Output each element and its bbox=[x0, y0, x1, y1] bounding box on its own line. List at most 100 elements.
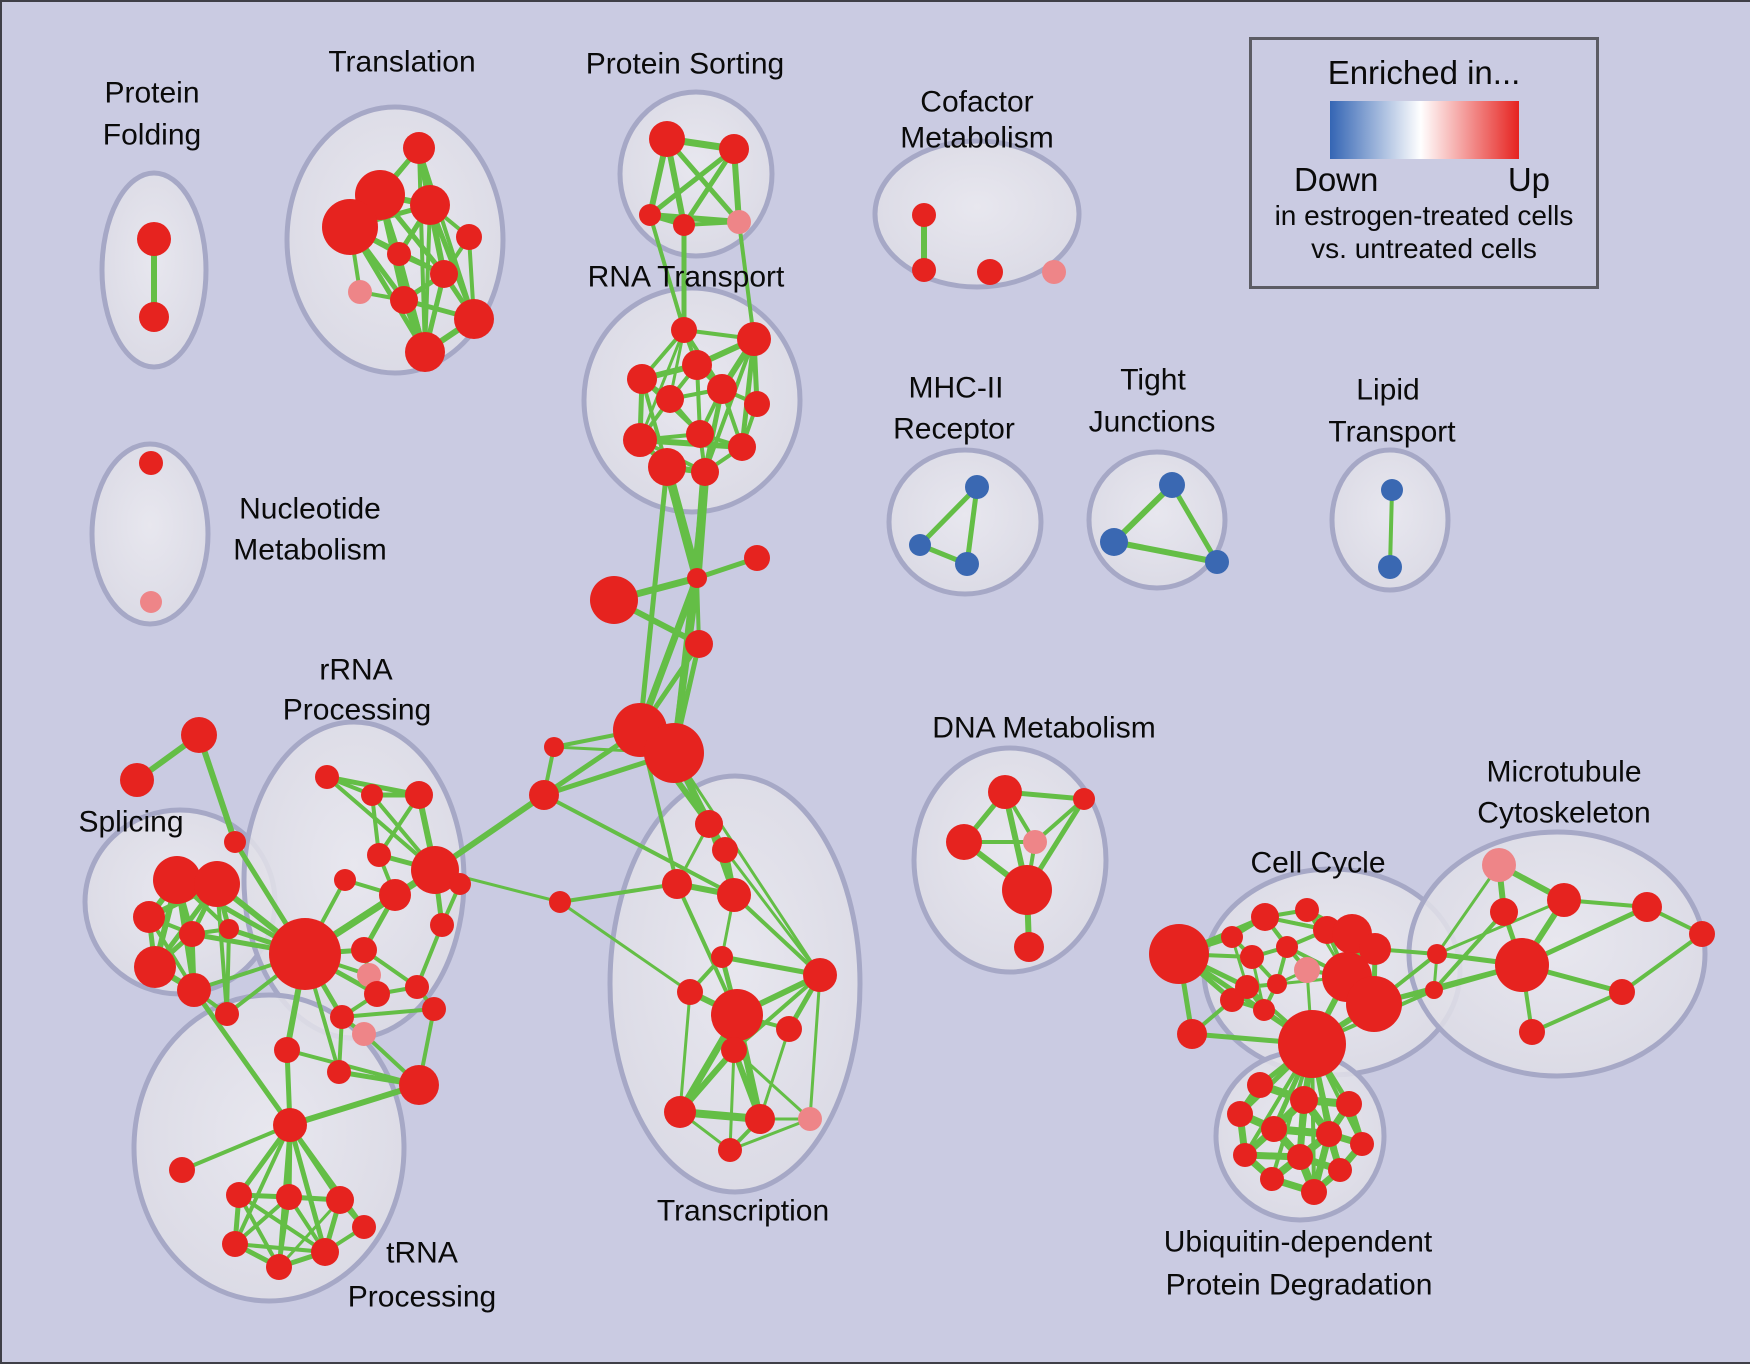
node-red bbox=[549, 891, 571, 913]
node-red bbox=[137, 222, 171, 256]
node-red bbox=[1002, 865, 1052, 915]
node-red bbox=[177, 973, 211, 1007]
edge bbox=[287, 1122, 328, 1255]
node-red bbox=[721, 1037, 747, 1063]
node-red bbox=[1425, 981, 1443, 999]
edge bbox=[558, 900, 692, 994]
node-red bbox=[1290, 1086, 1318, 1114]
edge bbox=[647, 146, 737, 218]
node-red bbox=[274, 1037, 300, 1063]
node-red bbox=[266, 1254, 292, 1280]
cluster-label: Cofactor bbox=[920, 86, 1033, 119]
cluster-label: Protein bbox=[104, 77, 199, 110]
node-red bbox=[311, 1238, 339, 1266]
node-red bbox=[977, 259, 1003, 285]
node-red bbox=[1260, 1167, 1284, 1191]
node-red bbox=[390, 286, 418, 314]
node-pink bbox=[727, 210, 751, 234]
node-red bbox=[410, 185, 450, 225]
node-red bbox=[1073, 788, 1095, 810]
node-blue bbox=[955, 552, 979, 576]
node-red bbox=[717, 878, 751, 912]
cluster-label: Microtubule bbox=[1486, 756, 1641, 789]
node-red bbox=[686, 420, 714, 448]
node-red bbox=[224, 831, 246, 853]
edge bbox=[191, 987, 293, 1128]
node-red bbox=[1316, 1121, 1342, 1147]
node-red bbox=[226, 1182, 252, 1208]
edge bbox=[237, 1193, 327, 1254]
cluster-label: Cytoskeleton bbox=[1477, 797, 1650, 830]
node-blue bbox=[909, 534, 931, 556]
edge bbox=[672, 751, 822, 977]
cluster-label: DNA Metabolism bbox=[932, 712, 1155, 745]
node-red bbox=[776, 1016, 802, 1042]
node-red bbox=[1490, 898, 1518, 926]
node-red bbox=[695, 810, 723, 838]
legend-downup-row: Down Up bbox=[1252, 159, 1596, 199]
node-red bbox=[1233, 1143, 1257, 1167]
node-red bbox=[222, 1231, 248, 1257]
node-red bbox=[1220, 988, 1244, 1012]
node-red bbox=[1328, 1158, 1352, 1182]
node-red bbox=[912, 203, 936, 227]
edge bbox=[233, 1123, 292, 1246]
node-red bbox=[1149, 924, 1209, 984]
node-blue bbox=[965, 475, 989, 499]
node-red bbox=[529, 780, 559, 810]
node-red bbox=[946, 824, 982, 860]
cluster-label: Processing bbox=[283, 694, 431, 727]
edge bbox=[1432, 910, 1506, 992]
node-red bbox=[405, 781, 433, 809]
node-red bbox=[648, 448, 686, 486]
edge bbox=[1435, 898, 1566, 956]
node-red bbox=[326, 1186, 354, 1214]
node-red bbox=[322, 199, 378, 255]
cluster-label: RNA Transport bbox=[588, 261, 785, 294]
cluster-label: Receptor bbox=[893, 413, 1015, 446]
node-red bbox=[664, 1096, 696, 1128]
cluster-label: Folding bbox=[103, 119, 201, 152]
node-red bbox=[712, 837, 738, 863]
node-red bbox=[352, 1215, 376, 1239]
node-red bbox=[179, 921, 205, 947]
node-red bbox=[1251, 903, 1279, 931]
edge bbox=[558, 882, 679, 904]
node-red bbox=[988, 775, 1022, 809]
node-red bbox=[803, 958, 837, 992]
node-blue bbox=[1378, 555, 1402, 579]
cluster-ellipse-nucleotide-metabolism bbox=[89, 441, 211, 627]
node-pink bbox=[140, 591, 162, 613]
node-red bbox=[1609, 979, 1635, 1005]
node-red bbox=[662, 869, 692, 899]
node-red bbox=[1247, 1072, 1273, 1098]
edge bbox=[196, 732, 238, 845]
cluster-label: Metabolism bbox=[233, 534, 386, 567]
node-blue bbox=[1100, 528, 1128, 556]
edge bbox=[664, 136, 742, 225]
node-red bbox=[649, 121, 685, 157]
node-red bbox=[728, 433, 756, 461]
edge bbox=[728, 1117, 812, 1152]
node-red bbox=[682, 350, 712, 380]
cluster-label: Cell Cycle bbox=[1250, 847, 1385, 880]
node-red bbox=[544, 737, 564, 757]
node-red bbox=[215, 1002, 239, 1026]
node-pink bbox=[798, 1107, 822, 1131]
cluster-label: Lipid bbox=[1356, 374, 1419, 407]
edge bbox=[1169, 482, 1220, 565]
node-red bbox=[351, 937, 377, 963]
node-red bbox=[711, 946, 733, 968]
node-red bbox=[194, 861, 240, 907]
node-red bbox=[1287, 1144, 1313, 1170]
node-red bbox=[627, 364, 657, 394]
legend: Enriched in... Down Up in estrogen-treat… bbox=[1249, 37, 1599, 289]
node-red bbox=[1427, 944, 1447, 964]
node-red bbox=[334, 869, 356, 891]
node-red bbox=[1359, 933, 1391, 965]
edge bbox=[340, 1007, 436, 1019]
legend-subtitle-line2: vs. untreated cells bbox=[1311, 233, 1537, 264]
node-red bbox=[449, 873, 471, 895]
